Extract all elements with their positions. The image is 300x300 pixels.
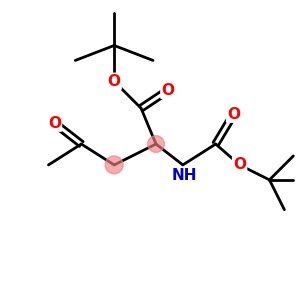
Text: O: O (108, 74, 121, 89)
Circle shape (148, 136, 164, 152)
Text: NH: NH (172, 168, 197, 183)
Text: O: O (161, 83, 174, 98)
Text: O: O (48, 116, 61, 130)
Text: O: O (227, 107, 240, 122)
Text: O: O (233, 158, 246, 172)
Circle shape (105, 156, 123, 174)
